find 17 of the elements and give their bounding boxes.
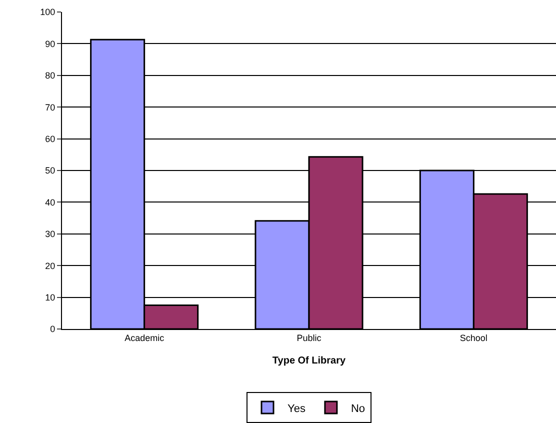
x-tick-label: Academic (124, 332, 165, 343)
y-tick-label: 90 (45, 38, 56, 49)
legend-label: Yes (288, 402, 306, 415)
y-tick-label: 70 (45, 102, 56, 112)
y-tick-label: 100 (40, 7, 56, 18)
y-tick-label: 50 (45, 166, 56, 176)
y-tick-label: 10 (45, 292, 56, 302)
legend-label: No (350, 402, 366, 415)
y-tick-label: 20 (45, 260, 56, 271)
y-tick-label: 60 (45, 134, 56, 144)
y-tick-label: 40 (45, 197, 56, 208)
y-tick-label: 80 (45, 70, 56, 81)
x-tick-label: School (460, 332, 488, 343)
x-axis-title: Type Of Library (272, 355, 346, 366)
y-tick-label: 0 (50, 324, 56, 334)
y-tick-label: 30 (45, 229, 56, 240)
x-tick-label: Public (296, 332, 322, 343)
